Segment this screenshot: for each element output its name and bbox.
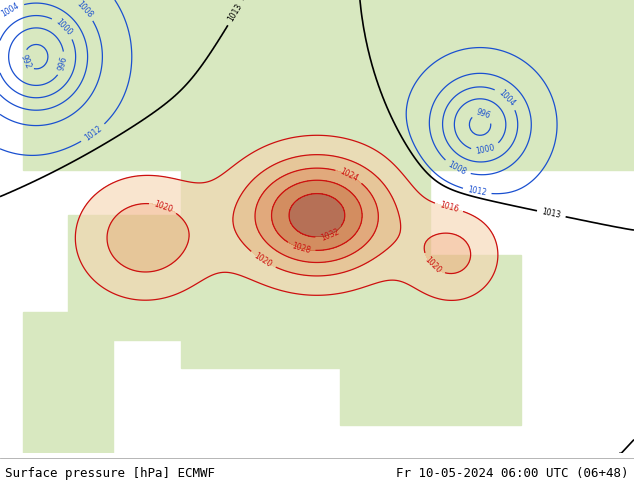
Text: 1020: 1020 — [252, 251, 273, 269]
Text: 1020: 1020 — [153, 199, 174, 214]
Text: 1032: 1032 — [319, 227, 340, 243]
Text: 1000: 1000 — [54, 17, 74, 37]
Text: 1004: 1004 — [0, 1, 21, 19]
Text: 1020: 1020 — [423, 255, 443, 275]
Text: 1028: 1028 — [290, 241, 311, 255]
Text: 1000: 1000 — [475, 144, 496, 156]
Text: 1013: 1013 — [541, 207, 562, 220]
Bar — [68, 215, 181, 340]
Text: 1016: 1016 — [439, 200, 460, 214]
Text: 992: 992 — [18, 53, 32, 70]
Bar — [340, 255, 521, 425]
Text: 1008: 1008 — [74, 0, 94, 19]
Text: 1024: 1024 — [339, 167, 359, 184]
Text: 1008: 1008 — [447, 160, 468, 177]
Bar — [23, 0, 634, 170]
Text: 1004: 1004 — [497, 88, 517, 108]
Text: 996: 996 — [475, 108, 492, 121]
Bar — [181, 170, 430, 368]
Text: Surface pressure [hPa] ECMWF: Surface pressure [hPa] ECMWF — [5, 467, 215, 480]
Text: 1012: 1012 — [83, 124, 103, 143]
Text: 996: 996 — [57, 55, 69, 72]
Bar — [23, 312, 113, 453]
Text: Fr 10-05-2024 06:00 UTC (06+48): Fr 10-05-2024 06:00 UTC (06+48) — [396, 467, 629, 480]
Text: 1012: 1012 — [467, 186, 488, 198]
Text: 1013: 1013 — [226, 2, 244, 24]
